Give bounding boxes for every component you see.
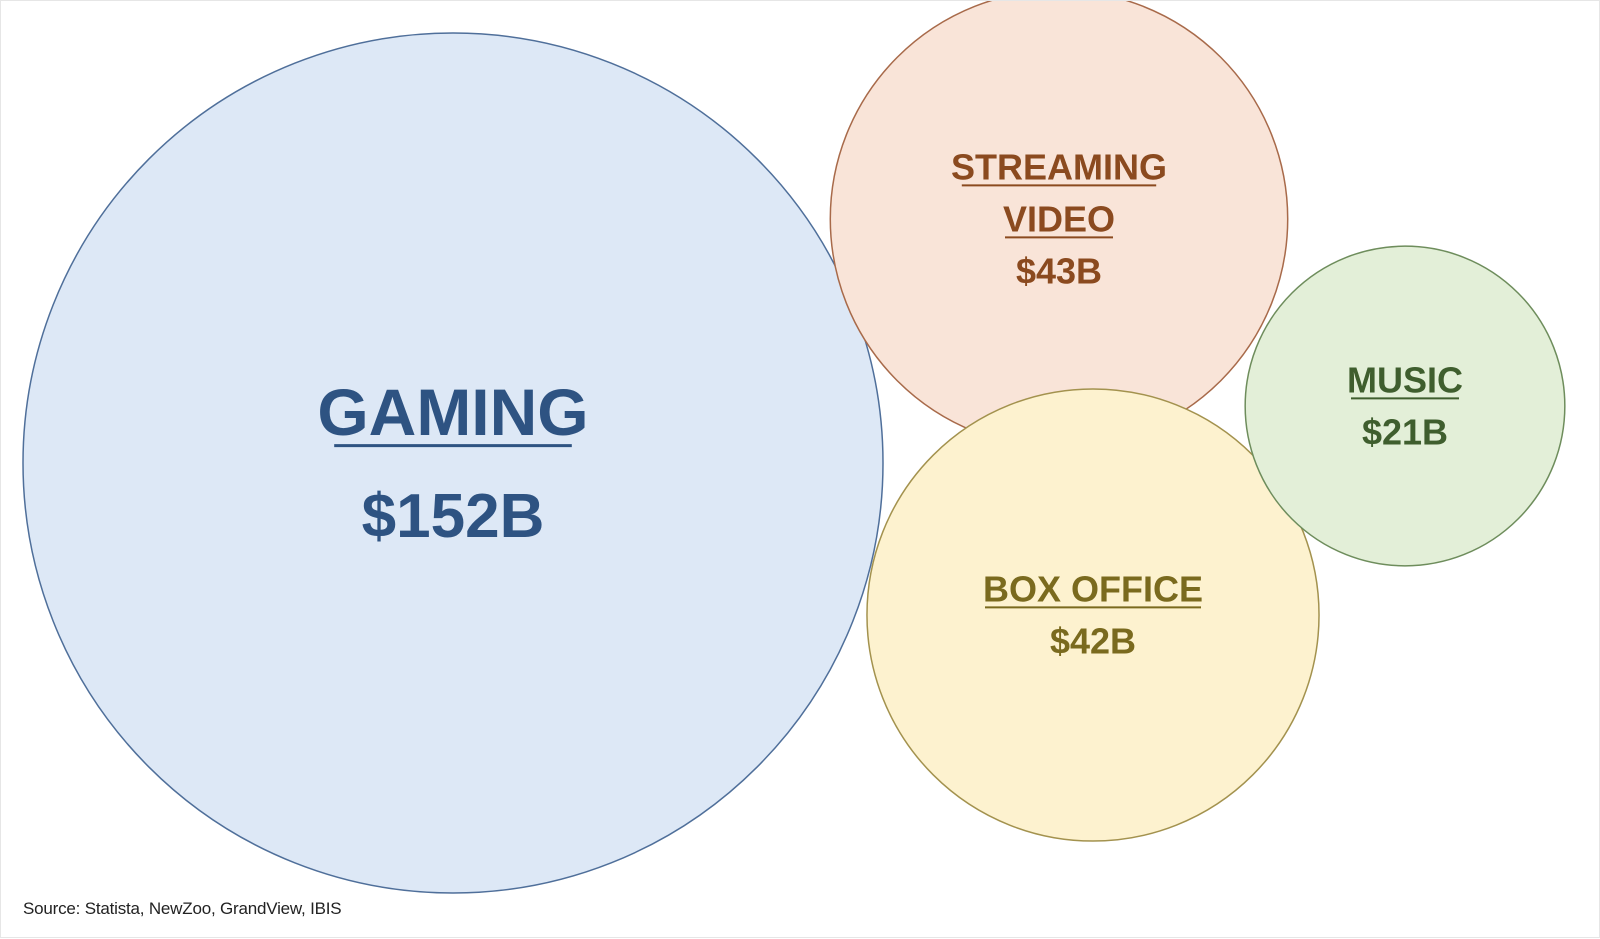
bubble-circle-gaming — [22, 32, 884, 894]
bubble-label-box-office: BOX OFFICE — [983, 569, 1203, 610]
bubble-circle-box-office — [866, 388, 1320, 842]
bubble-value-box-office: $42B — [1050, 621, 1136, 662]
bubble-box-office: BOX OFFICE $42B — [866, 388, 1320, 842]
bubble-label-streaming-video: STREAMING VIDEO — [951, 147, 1167, 240]
bubble-value-gaming: $152B — [362, 482, 545, 551]
bubble-streaming-video: STREAMING VIDEO $43B — [829, 1, 1289, 449]
bubble-gaming: GAMING $152B — [22, 32, 884, 894]
bubble-music: MUSIC $21B — [1244, 245, 1566, 567]
bubble-label-gaming: GAMING — [317, 375, 588, 449]
bubble-circle-music — [1244, 245, 1566, 567]
source-note: Source: Statista, NewZoo, GrandView, IBI… — [23, 899, 342, 918]
bubble-value-music: $21B — [1362, 412, 1448, 453]
bubble-value-streaming-video: $43B — [1016, 251, 1102, 292]
bubble-label-music: MUSIC — [1347, 360, 1463, 401]
